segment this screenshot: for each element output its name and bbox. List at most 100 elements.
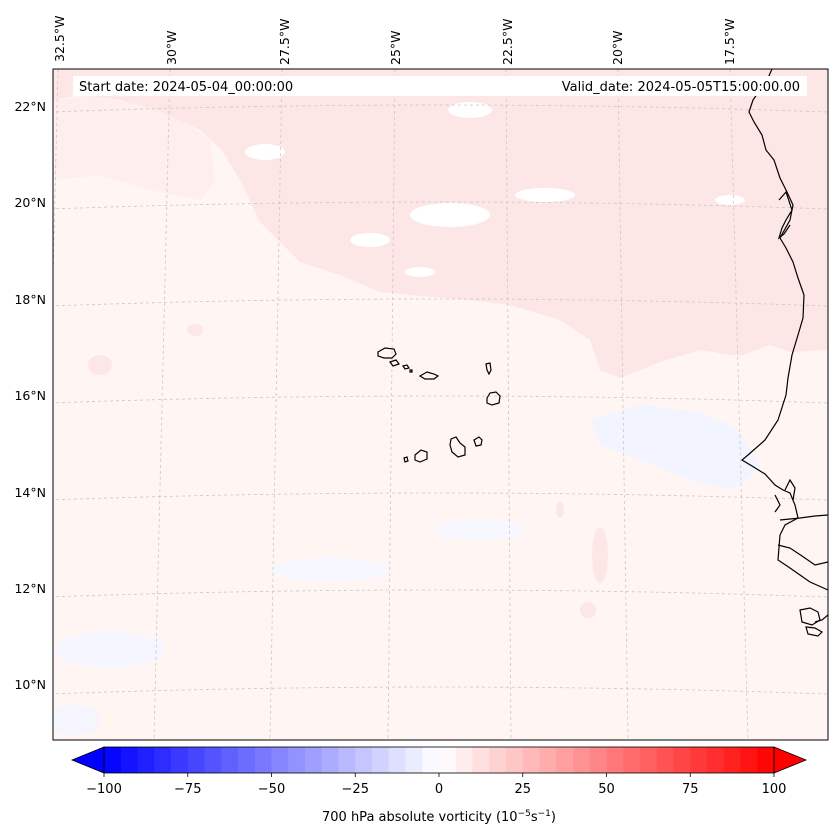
colorbar-segment [489, 747, 507, 773]
vorticity-field-zero-patch [515, 188, 575, 202]
map-date-header-box [73, 76, 807, 96]
vorticity-field-negative-patch [590, 405, 760, 490]
colorbar-segment [154, 747, 172, 773]
colorbar-segment [757, 747, 775, 773]
valid-date-label: Valid_date: 2024-05-05T15:00:00.00 [562, 80, 800, 95]
colorbar-segment [439, 747, 457, 773]
colorbar-segment [556, 747, 574, 773]
colorbar-segment [187, 747, 205, 773]
colorbar-segment [271, 747, 289, 773]
vorticity-field-positive-strip [660, 130, 828, 170]
vorticity-field-zero-patch [405, 267, 435, 277]
vorticity-field-zero-patch [350, 233, 390, 247]
colorbar-segment [455, 747, 473, 773]
colorbar-tick-label: −100 [86, 782, 122, 797]
colorbar-tick-label: 50 [598, 782, 615, 797]
vorticity-field-positive-speckle [580, 602, 596, 618]
latitude-label: 14°N [14, 485, 46, 500]
longitude-label: 27.5°W [277, 19, 292, 65]
vorticity-field-positive-speckle [187, 324, 203, 336]
longitude-label: 22.5°W [500, 19, 515, 65]
longitude-label: 17.5°W [722, 19, 737, 65]
colorbar-segment [137, 747, 155, 773]
colorbar-tick-label: 25 [514, 782, 531, 797]
colorbar-segment [606, 747, 624, 773]
map-panel [53, 69, 828, 740]
colorbar-segment [254, 747, 272, 773]
colorbar-segment [472, 747, 490, 773]
colorbar-segment [338, 747, 356, 773]
colorbar-ticks: −100 −75 −50 −25 0 25 50 75 100 [86, 773, 786, 797]
colorbar-segment [623, 747, 641, 773]
colorbar-segment [740, 747, 758, 773]
colorbar-segment [656, 747, 674, 773]
colorbar-label-unit: s [531, 810, 538, 825]
colorbar-segment [238, 747, 256, 773]
colorbar-label-suffix: ) [551, 810, 556, 825]
vorticity-field-positive-band-inner [53, 96, 215, 200]
colorbar-segment [673, 747, 691, 773]
colorbar-label-exponent: −5 [518, 809, 531, 819]
colorbar-segment [723, 747, 741, 773]
latitude-label: 16°N [14, 388, 46, 403]
vorticity-field-zero-patch [448, 102, 492, 118]
latitude-label: 10°N [14, 677, 46, 692]
start-date-label: Start date: 2024-05-04_00:00:00 [79, 80, 293, 95]
vorticity-field-negative-patch [55, 632, 165, 668]
longitude-label: 32.5°W [52, 16, 67, 62]
colorbar-segment [640, 747, 658, 773]
latitude-label: 20°N [14, 195, 46, 210]
colorbar-min-extend-arrow [70, 746, 105, 774]
latitude-label: 18°N [14, 292, 46, 307]
vorticity-field-zero-patch [715, 195, 745, 205]
colorbar-segment [104, 747, 122, 773]
colorbar-segment [288, 747, 306, 773]
colorbar-tick-label: 0 [435, 782, 443, 797]
colorbar: −100 −75 −50 −25 0 25 50 75 100 700 hPa absolute… [70, 746, 808, 825]
colorbar-segment [204, 747, 222, 773]
longitude-label: 30°W [164, 30, 179, 65]
colorbar-segments [104, 747, 775, 773]
longitude-label: 25°W [388, 30, 403, 65]
vorticity-field-zero-patch [410, 203, 490, 227]
colorbar-tick-label: 100 [762, 782, 787, 797]
vorticity-field-negative-patch [270, 558, 390, 582]
colorbar-label: 700 hPa absolute vorticity (10−5s−1) [322, 809, 556, 825]
colorbar-segment [321, 747, 339, 773]
map-gridlines [53, 69, 828, 740]
colorbar-segment [539, 747, 557, 773]
vorticity-field-negative-patch [435, 520, 525, 540]
vorticity-field-positive-speckle [88, 355, 112, 375]
colorbar-segment [522, 747, 540, 773]
colorbar-label-exponent: −1 [538, 809, 551, 819]
longitude-label: 20°W [610, 30, 625, 65]
colorbar-segment [422, 747, 440, 773]
colorbar-segment [171, 747, 189, 773]
longitude-labels: 32.5°W 30°W 27.5°W 25°W 22.5°W 20°W 17.5… [52, 16, 737, 65]
colorbar-segment [372, 747, 390, 773]
colorbar-segment [120, 747, 138, 773]
colorbar-segment [690, 747, 708, 773]
colorbar-tick-label: 75 [682, 782, 699, 797]
latitude-label: 22°N [14, 99, 46, 114]
colorbar-tick-label: −50 [258, 782, 285, 797]
cape-verde-islands [377, 347, 501, 463]
colorbar-segment [305, 747, 323, 773]
colorbar-segment [506, 747, 524, 773]
colorbar-label-prefix: 700 hPa absolute vorticity (10 [322, 810, 518, 825]
colorbar-segment [707, 747, 725, 773]
colorbar-segment [573, 747, 591, 773]
africa-coastline [740, 69, 828, 637]
colorbar-segment [405, 747, 423, 773]
colorbar-tick-label: −75 [174, 782, 201, 797]
latitude-labels: 22°N 20°N 18°N 16°N 14°N 12°N 10°N [14, 99, 46, 692]
colorbar-max-extend-arrow [773, 746, 808, 774]
map-frame [52, 68, 829, 741]
vorticity-field-positive-speckle [592, 527, 608, 583]
colorbar-segment [355, 747, 373, 773]
vorticity-field-negative-patch [53, 705, 100, 735]
colorbar-segment [388, 747, 406, 773]
colorbar-tick-label: −25 [342, 782, 369, 797]
vorticity-field-positive-speckle [556, 502, 564, 518]
